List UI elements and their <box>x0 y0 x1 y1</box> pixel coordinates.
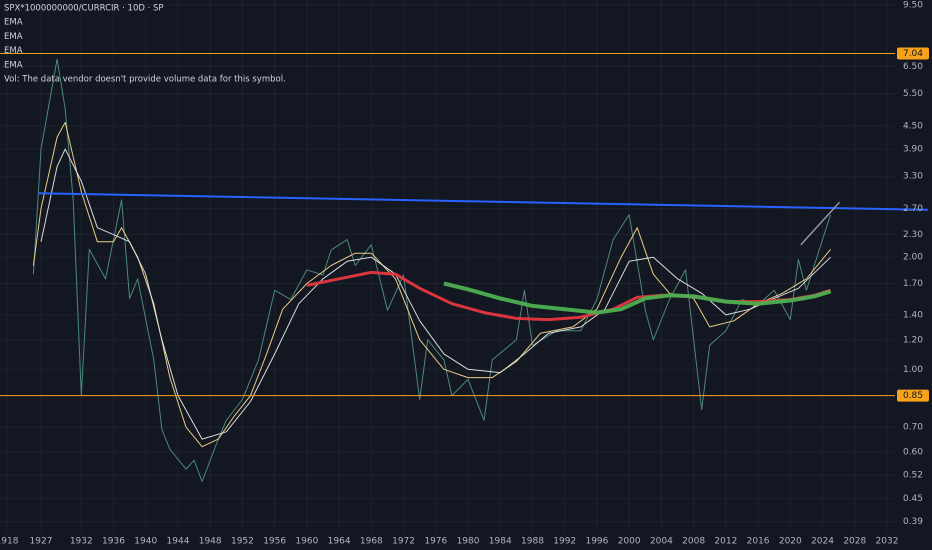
y-tick-label: 9.50 <box>903 1 923 11</box>
x-tick-label: 2004 <box>650 537 673 547</box>
x-tick-label: 1927 <box>30 537 53 547</box>
series-line <box>40 148 831 440</box>
y-tick-label: 0.39 <box>903 517 923 527</box>
legend-items: EMA EMA EMA EMA <box>4 18 23 71</box>
x-tick-label: 1988 <box>521 537 544 547</box>
price-label: 0.85 <box>903 391 923 401</box>
y-tick-label: 6.50 <box>903 62 923 72</box>
y-tick-label: 5.50 <box>903 89 923 99</box>
legend: SPX*1000000000/CURRCIR · 10D · SP EMAEMA… <box>4 4 286 85</box>
x-tick-label: 1984 <box>489 537 512 547</box>
price-label-box <box>897 389 929 402</box>
x-tick-label: 1992 <box>553 537 576 547</box>
plot-area <box>0 53 928 482</box>
y-tick-label: 1.00 <box>903 365 923 375</box>
x-tick-label: 2024 <box>811 537 834 547</box>
x-tick-label: 1968 <box>360 537 383 547</box>
legend-entry: EMA <box>4 60 23 70</box>
y-tick-label: 1.40 <box>903 310 923 320</box>
y-tick-label: 1.20 <box>903 335 923 345</box>
x-tick-label: 1936 <box>102 537 125 547</box>
y-tick-label: 3.90 <box>903 145 923 155</box>
y-tick-label: 0.45 <box>903 494 923 504</box>
x-tick-label: 1948 <box>199 537 222 547</box>
series-line <box>306 270 832 322</box>
x-tick-label: 1932 <box>70 537 93 547</box>
trendline <box>38 192 928 211</box>
y-tick-label: 2.70 <box>903 204 923 214</box>
legend-entry: EMA <box>4 46 23 56</box>
x-tick-label: 1996 <box>585 537 608 547</box>
y-tick-label: 4.50 <box>903 121 923 131</box>
x-tick-label: 2000 <box>618 537 641 547</box>
x-tick-label: 1956 <box>263 537 286 547</box>
price-label: 7.04 <box>903 49 923 59</box>
x-tick-label: 2016 <box>747 537 770 547</box>
note: Vol: The data vendor doesn't provide vol… <box>4 75 286 85</box>
y-tick-label: 3.30 <box>903 172 923 182</box>
y-tick-label: 0.52 <box>903 471 923 481</box>
chart-title: SPX*1000000000/CURRCIR · 10D · SP <box>4 4 164 14</box>
series-line <box>443 281 832 315</box>
x-tick-label: 1952 <box>231 537 254 547</box>
x-tick-label: 1980 <box>457 537 480 547</box>
trendline <box>800 201 841 246</box>
legend-entry: EMA <box>4 32 23 42</box>
x-tick-label: 1940 <box>134 537 157 547</box>
x-tick-label: 1976 <box>424 537 447 547</box>
x-tick-label: 1960 <box>295 537 318 547</box>
legend-entry: EMA <box>4 18 23 28</box>
x-tick-label: 1972 <box>392 537 415 547</box>
x-tick-label: 1964 <box>328 537 351 547</box>
x-tick-label: 2032 <box>876 537 899 547</box>
x-tick-label: 1918 <box>0 537 19 547</box>
x-tick-label: 2012 <box>714 537 737 547</box>
y-tick-label: 0.60 <box>903 448 923 458</box>
series-line <box>32 58 832 482</box>
x-tick-label: 2008 <box>682 537 705 547</box>
x-tick-label: 1944 <box>167 537 190 547</box>
y-tick-label: 2.30 <box>903 230 923 240</box>
x-tick-label: 2028 <box>843 537 866 547</box>
x-tick-label: 2020 <box>779 537 802 547</box>
y-tick-label: 0.70 <box>903 423 923 433</box>
y-tick-label: 2.00 <box>903 253 923 263</box>
y-tick-label: 1.70 <box>903 279 923 289</box>
price-label-box <box>897 47 929 60</box>
